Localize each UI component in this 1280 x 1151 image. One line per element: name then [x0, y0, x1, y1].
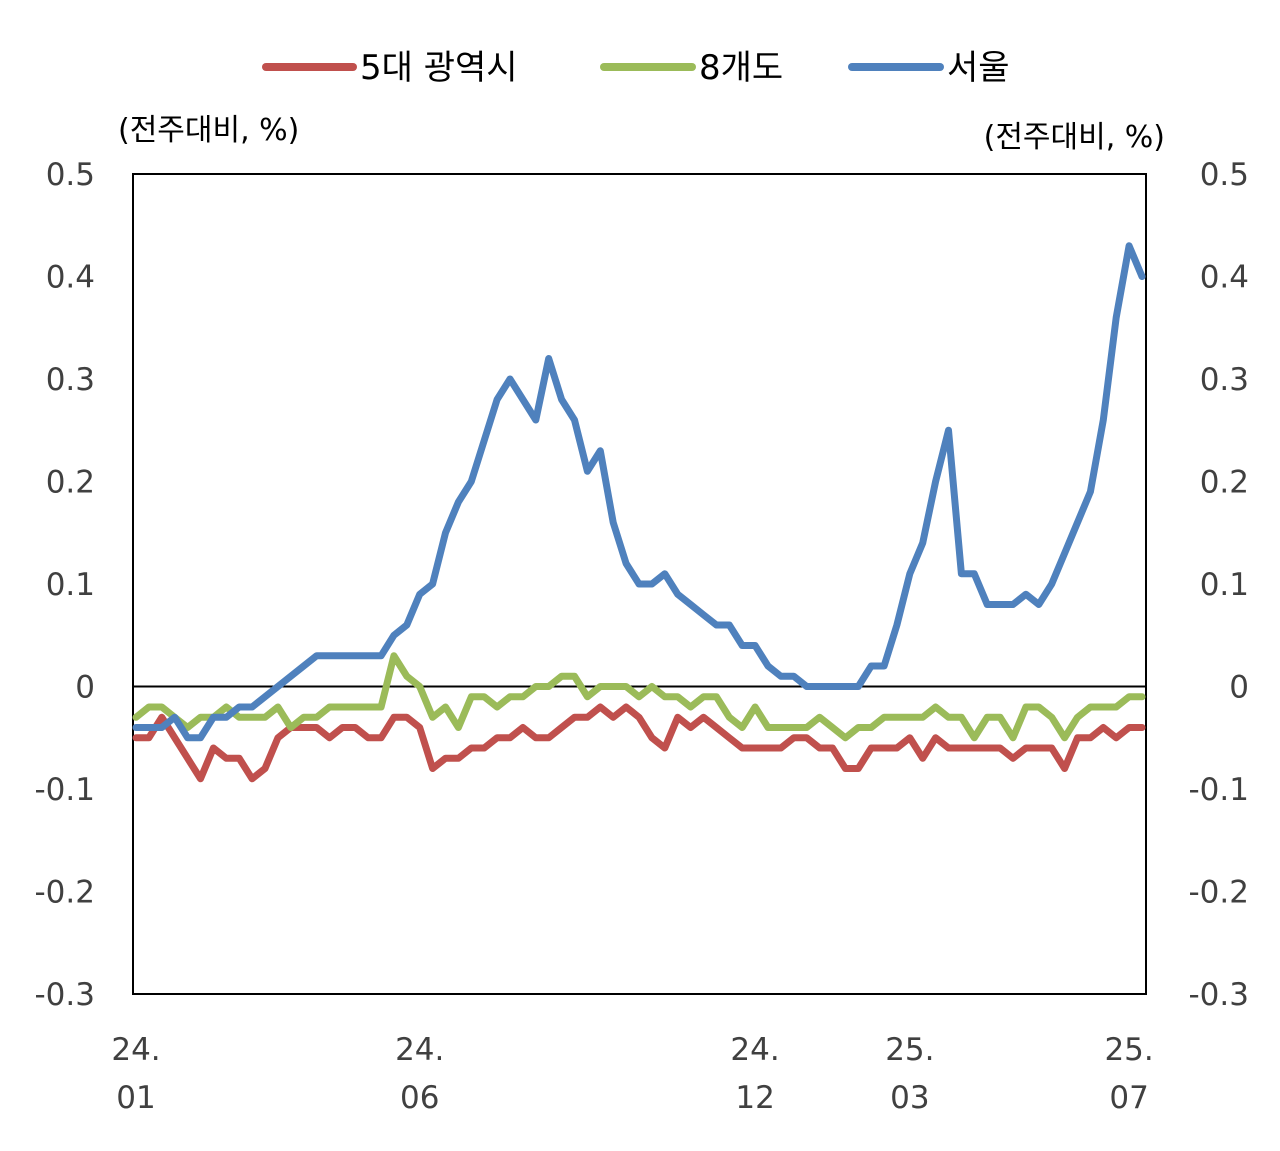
- x-axis: 24. 01 24. 06 24. 12 25. 03 25. 07: [111, 1032, 1153, 1116]
- legend-label-seoul: 서울: [947, 48, 1010, 88]
- x-tick-label: 24.: [111, 1032, 160, 1068]
- x-tick-label: 12: [735, 1080, 774, 1116]
- series-line-seoul: [132, 242, 1146, 742]
- y-tick-label-left: 0.3: [46, 362, 95, 398]
- y-axis-left: 0.5 0.4 0.3 0.2 0.1 0 -0.1 -0.2 -0.3: [35, 157, 96, 1013]
- y-tick-label-right: 0.2: [1200, 465, 1249, 501]
- plot-area: [132, 173, 1147, 995]
- series-line-metros: [132, 703, 1146, 783]
- y-tick-label-right: 0: [1229, 670, 1249, 706]
- y-axis-unit-right: (전주대비, %): [984, 120, 1165, 155]
- series-line-provinces: [132, 652, 1146, 742]
- x-tick-label: 06: [400, 1080, 439, 1116]
- x-tick-label: 24.: [395, 1032, 444, 1068]
- x-tick-label: 25.: [1104, 1032, 1153, 1068]
- y-tick-label-left: -0.1: [35, 772, 96, 808]
- y-tick-label-right: 0.5: [1200, 157, 1249, 193]
- x-tick-label: 03: [890, 1080, 929, 1116]
- legend-item-seoul[interactable]: 서울: [848, 48, 1010, 88]
- legend-item-metros[interactable]: 5대 광역시: [262, 48, 518, 88]
- legend-item-provinces[interactable]: 8개도: [600, 48, 783, 88]
- x-tick-label: 01: [116, 1080, 155, 1116]
- y-tick-label-left: 0: [75, 670, 95, 706]
- x-tick-label: 25.: [885, 1032, 934, 1068]
- y-tick-label-right: 0.4: [1200, 260, 1249, 296]
- y-tick-label-left: -0.3: [35, 977, 96, 1013]
- y-tick-label-right: -0.3: [1189, 977, 1250, 1013]
- y-tick-label-left: 0.5: [46, 157, 95, 193]
- y-tick-label-left: -0.2: [35, 875, 96, 911]
- legend-label-provinces: 8개도: [699, 48, 783, 88]
- y-tick-label-right: 0.3: [1200, 362, 1249, 398]
- y-tick-label-left: 0.4: [46, 260, 95, 296]
- legend: 5대 광역시 8개도 서울: [262, 48, 1010, 88]
- y-tick-label-left: 0.1: [46, 567, 95, 603]
- legend-label-metros: 5대 광역시: [360, 48, 518, 88]
- x-tick-label: 07: [1109, 1080, 1148, 1116]
- y-axis-right: 0.5 0.4 0.3 0.2 0.1 0 -0.1 -0.2 -0.3: [1189, 157, 1250, 1013]
- y-tick-label-right: -0.1: [1189, 772, 1250, 808]
- y-tick-label-right: 0.1: [1200, 567, 1249, 603]
- y-tick-label-right: -0.2: [1189, 875, 1250, 911]
- series-lines: [132, 242, 1146, 783]
- x-tick-label: 24.: [730, 1032, 779, 1068]
- y-axis-unit-left: (전주대비, %): [118, 113, 299, 148]
- y-tick-label-left: 0.2: [46, 465, 95, 501]
